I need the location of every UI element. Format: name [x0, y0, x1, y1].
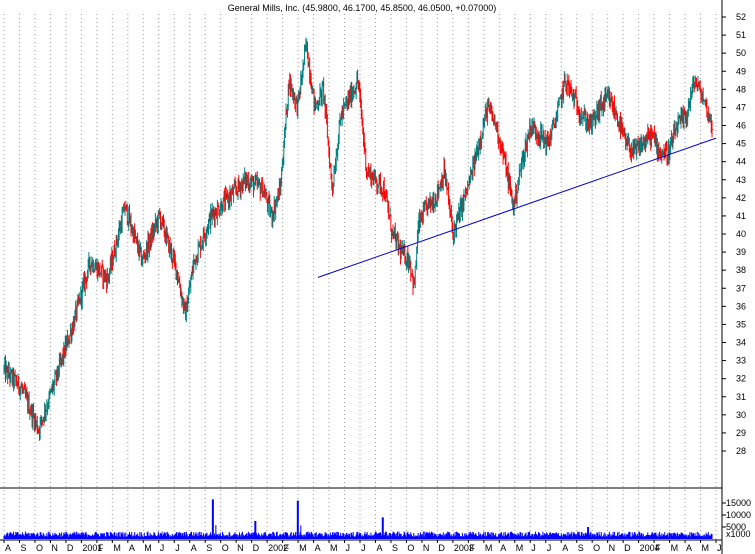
- time-tick-label: M: [113, 543, 121, 553]
- volume-plot: [3, 499, 713, 539]
- time-tick-label: A: [562, 543, 568, 553]
- time-tick-label: D: [253, 543, 260, 553]
- time-tick-label: F: [98, 543, 104, 553]
- price-tick-label: 35: [736, 319, 746, 329]
- price-tick-label: 31: [736, 392, 746, 402]
- time-tick-label: J: [717, 543, 722, 553]
- price-tick-label: 49: [736, 66, 746, 76]
- price-tick-label: 44: [736, 157, 746, 167]
- time-tick-label: O: [407, 543, 414, 553]
- time-tick-label: D: [438, 543, 445, 553]
- time-tick-label: A: [5, 543, 11, 553]
- time-tick-label: N: [237, 543, 244, 553]
- time-tick-label: 2003: [454, 543, 474, 553]
- volume-tick-label: 15000: [726, 498, 751, 508]
- price-tick-label: 34: [736, 338, 746, 348]
- time-tick-label: M: [144, 543, 152, 553]
- price-tick-label: 48: [736, 84, 746, 94]
- time-tick-label: F: [655, 543, 661, 553]
- time-tick-label: J: [346, 543, 351, 553]
- price-tick-label: 30: [736, 410, 746, 420]
- time-tick-label: J: [547, 543, 552, 553]
- time-tick-label: F: [284, 543, 290, 553]
- time-tick-label: O: [593, 543, 600, 553]
- price-tick-label: 45: [736, 139, 746, 149]
- price-tick-label: 46: [736, 121, 746, 131]
- price-tick-label: 42: [736, 193, 746, 203]
- time-tick-label: A: [376, 543, 382, 553]
- price-tick-label: 37: [736, 283, 746, 293]
- time-tick-label: A: [500, 543, 506, 553]
- time-tick-label: J: [160, 543, 165, 553]
- volume-tick-label: 5000: [726, 522, 746, 532]
- price-tick-label: 28: [736, 446, 746, 456]
- trendline: [317, 137, 717, 278]
- price-tick-label: 52: [736, 12, 746, 22]
- time-tick-label: S: [20, 543, 26, 553]
- chart-title: General Mills, Inc. (45.9800, 46.1700, 4…: [228, 3, 496, 13]
- time-tick-label: A: [686, 543, 692, 553]
- time-tick-label: M: [330, 543, 338, 553]
- time-tick-label: 2002: [268, 543, 288, 553]
- price-tick-label: 41: [736, 211, 746, 221]
- time-tick-label: A: [191, 543, 197, 553]
- time-tick-label: M: [485, 543, 493, 553]
- price-tick-label: 39: [736, 247, 746, 257]
- price-tick-label: 32: [736, 374, 746, 384]
- price-tick-label: 51: [736, 30, 746, 40]
- time-tick-label: S: [206, 543, 212, 553]
- time-tick-label: N: [423, 543, 430, 553]
- price-tick-label: 47: [736, 102, 746, 112]
- time-tick-label: F: [469, 543, 475, 553]
- time-tick-label: 2001: [82, 543, 102, 553]
- volume-tick-label: 10000: [726, 510, 751, 520]
- price-axis: 28 29 30 31 32 33 34 35 36 37 38 39 40 41 42 43 44 45 46 47…: [722, 12, 746, 456]
- volume-unit-label: x1000: [726, 529, 751, 539]
- time-tick-label: D: [624, 543, 631, 553]
- price-tick-label: 29: [736, 428, 746, 438]
- time-tick-label: O: [222, 543, 229, 553]
- price-tick-label: 43: [736, 175, 746, 185]
- time-tick-label: A: [129, 543, 135, 553]
- time-tick-label: J: [531, 543, 536, 553]
- time-tick-label: N: [51, 543, 58, 553]
- price-tick-label: 50: [736, 48, 746, 58]
- time-tick-label: 2004: [640, 543, 660, 553]
- time-tick-label: J: [361, 543, 366, 553]
- price-tick-label: 40: [736, 229, 746, 239]
- time-tick-label: D: [67, 543, 74, 553]
- price-tick-label: 38: [736, 265, 746, 275]
- time-tick-label: S: [578, 543, 584, 553]
- time-tick-label: M: [516, 543, 524, 553]
- time-tick-label: J: [175, 543, 180, 553]
- price-tick-label: 33: [736, 356, 746, 366]
- time-tick-label: N: [609, 543, 616, 553]
- time-tick-label: M: [702, 543, 710, 553]
- time-tick-label: S: [392, 543, 398, 553]
- price-plot: [3, 37, 714, 441]
- time-tick-label: O: [36, 543, 43, 553]
- price-tick-label: 36: [736, 301, 746, 311]
- time-tick-label: A: [315, 543, 321, 553]
- time-tick-label: M: [299, 543, 307, 553]
- time-tick-label: M: [671, 543, 679, 553]
